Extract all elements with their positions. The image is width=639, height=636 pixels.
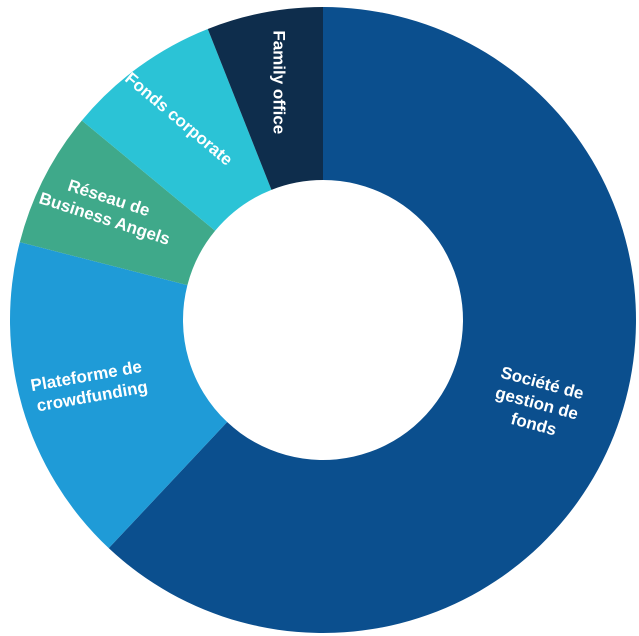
donut-slice [207,7,323,190]
donut-slice [9,242,228,549]
slice-label: Family office [269,30,288,134]
donut-slice [108,7,636,633]
donut-slice [81,28,272,231]
donut-slice [19,120,216,286]
